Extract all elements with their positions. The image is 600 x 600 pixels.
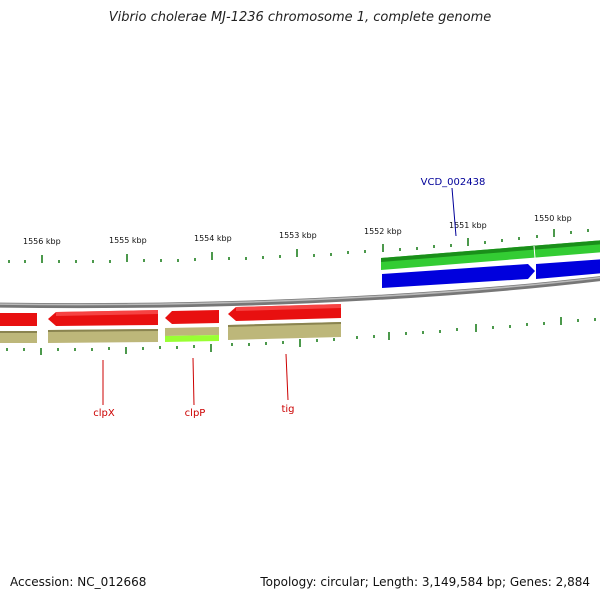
reverse-cds-bar — [0, 331, 37, 343]
reverse-cds-bar — [48, 329, 158, 343]
feature-leader-line — [285, 353, 289, 401]
scale-label: 1555 kbp — [109, 236, 147, 245]
genome-summary-text: Topology: circular; Length: 3,149,584 bp… — [260, 575, 590, 589]
reverse-gene-arrow-clpP — [165, 310, 219, 324]
feature-label-clpx: clpX — [93, 408, 115, 419]
scale-label: 1550 kbp — [534, 214, 572, 223]
reverse-cds-bar — [228, 322, 341, 340]
lower-tick-marks — [6, 317, 596, 355]
feature-label-tig: tig — [281, 404, 294, 415]
scale-label: 1556 kbp — [23, 237, 61, 246]
upper-tick-marks — [8, 229, 589, 263]
feature-label-vcd-002438: VCD_002438 — [421, 177, 486, 188]
forward-cds-arrow — [536, 259, 600, 279]
scale-label: 1552 kbp — [364, 227, 402, 236]
scale-label: 1554 kbp — [194, 234, 232, 243]
feature-leader-line — [451, 187, 457, 237]
genome-backbone — [0, 276, 600, 309]
scale-label: 1553 kbp — [279, 231, 317, 240]
highlight-cds-bar — [165, 335, 219, 342]
feature-label-clpp: clpP — [185, 408, 206, 419]
accession-text: Accession: NC_012668 — [10, 575, 147, 589]
scale-label: 1551 kbp — [449, 221, 487, 230]
reverse-gene-arrow — [0, 313, 37, 326]
map-title: Vibrio cholerae MJ-1236 chromosome 1, co… — [108, 10, 492, 25]
forward-cds-arrow — [382, 264, 535, 288]
feature-leader-line — [192, 357, 195, 406]
reverse-cds-bar — [165, 327, 219, 336]
